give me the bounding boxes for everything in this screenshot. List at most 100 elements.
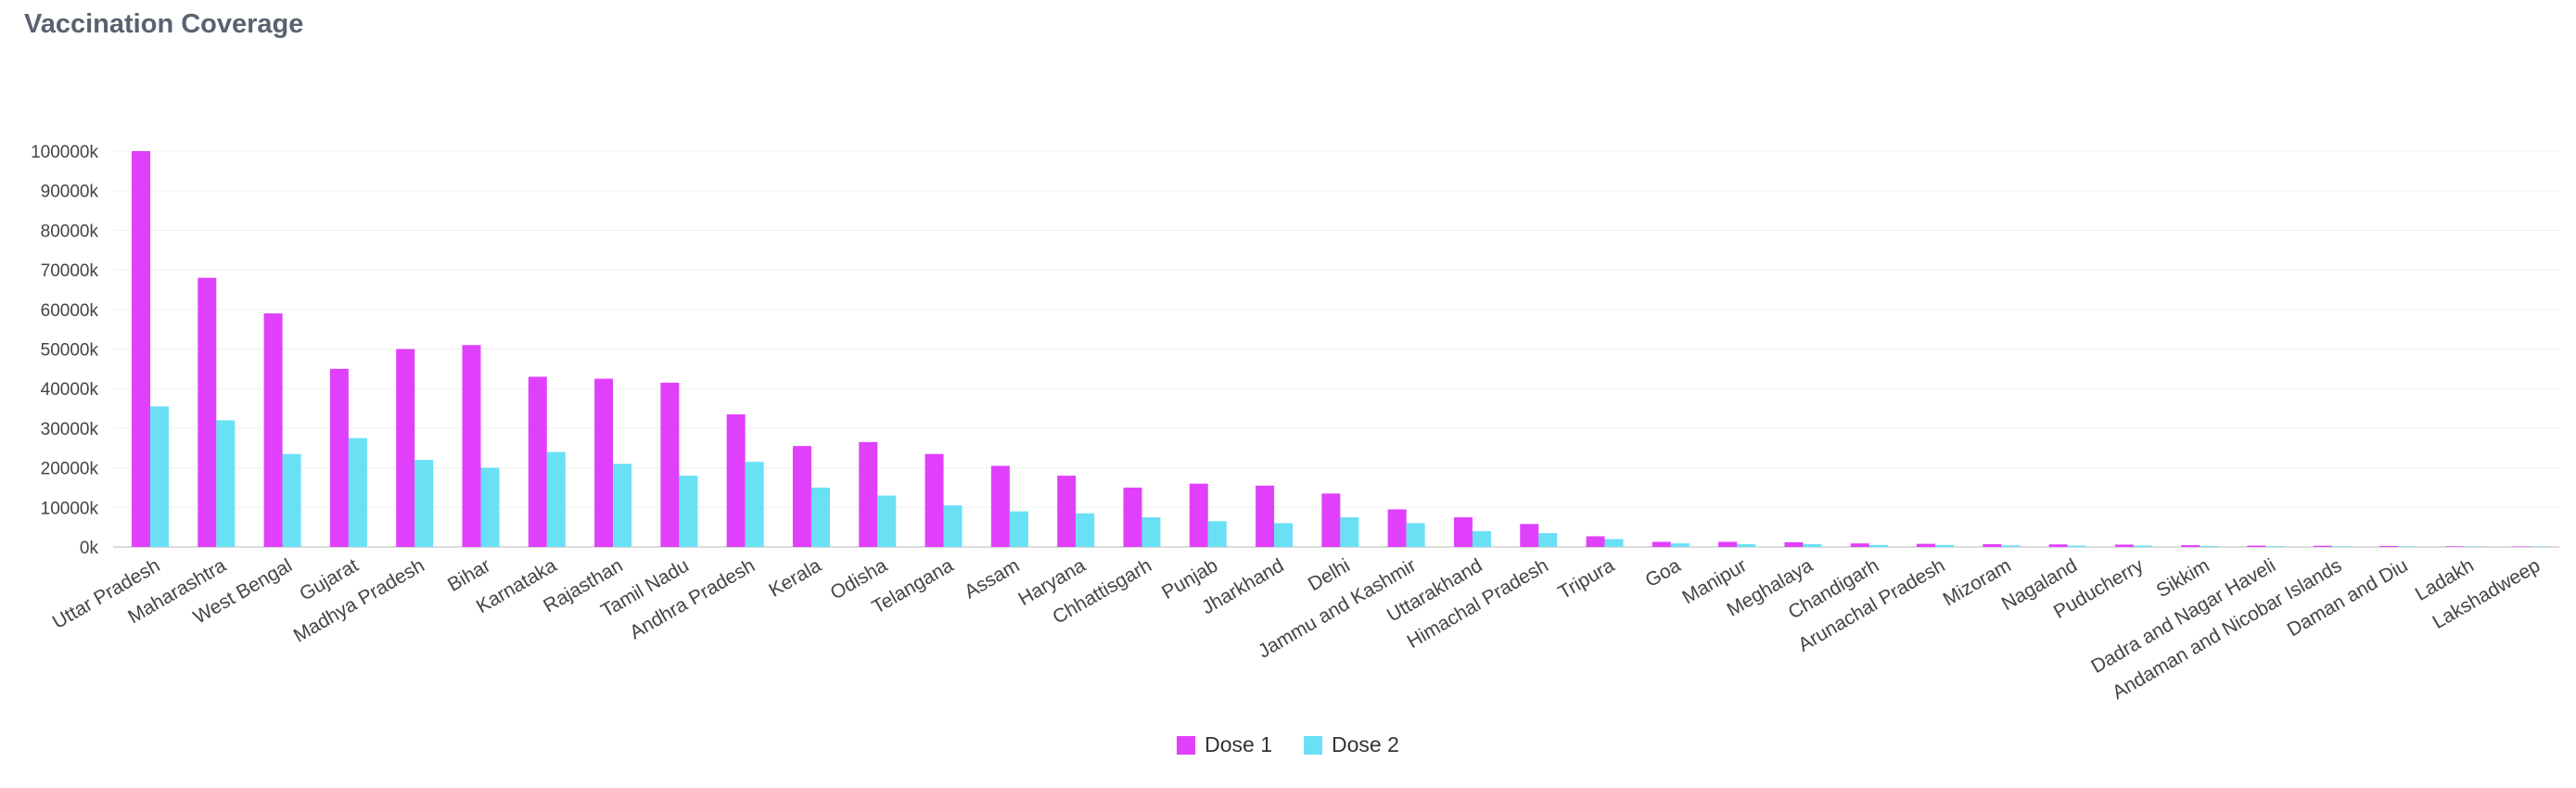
bar-dose-2[interactable] bbox=[2464, 546, 2483, 548]
bar-dose-2[interactable] bbox=[2001, 545, 2021, 547]
x-tick-label: Uttar Pradesh bbox=[49, 554, 164, 633]
bar-dose-1[interactable] bbox=[1256, 485, 1275, 547]
x-tick-label: Daman and Diu bbox=[2284, 554, 2412, 641]
bar-dose-2[interactable] bbox=[480, 467, 500, 547]
bar-dose-2[interactable] bbox=[1737, 544, 1756, 547]
bar-dose-1[interactable] bbox=[2181, 545, 2200, 547]
y-tick-label: 90000k bbox=[41, 183, 99, 202]
bar-dose-1[interactable] bbox=[1651, 541, 1671, 547]
bar-dose-2[interactable] bbox=[810, 487, 830, 547]
bar-dose-2[interactable] bbox=[2265, 546, 2285, 547]
bar-dose-2[interactable] bbox=[679, 476, 698, 547]
bar-dose-2[interactable] bbox=[877, 495, 897, 547]
bar-dose-2[interactable] bbox=[282, 453, 301, 547]
bar-dose-2[interactable] bbox=[1207, 521, 1227, 547]
y-tick-label: 30000k bbox=[41, 420, 99, 439]
bar-dose-2[interactable] bbox=[1670, 543, 1690, 547]
bar-dose-1[interactable] bbox=[2511, 546, 2531, 548]
bar-dose-2[interactable] bbox=[1406, 523, 1425, 547]
bar-dose-2[interactable] bbox=[1868, 544, 1888, 547]
bar-dose-2[interactable] bbox=[2331, 546, 2351, 547]
x-tick-label: Delhi bbox=[1305, 554, 1354, 595]
bar-dose-1[interactable] bbox=[726, 413, 746, 547]
bar-dose-2[interactable] bbox=[1803, 544, 1822, 547]
bar-dose-1[interactable] bbox=[1520, 524, 1539, 547]
bar-dose-1[interactable] bbox=[263, 313, 283, 547]
bar-dose-1[interactable] bbox=[1321, 493, 1341, 547]
bar-dose-2[interactable] bbox=[745, 462, 764, 547]
bar-dose-1[interactable] bbox=[329, 368, 349, 547]
bar-dose-1[interactable] bbox=[528, 376, 547, 547]
bar-dose-2[interactable] bbox=[546, 451, 566, 547]
bar-dose-2[interactable] bbox=[943, 505, 963, 547]
y-axis-ticks: 0k 10000k 20000k 30000k 40000k 50000k 60000k 70… bbox=[31, 143, 98, 558]
bar-dose-1[interactable] bbox=[1387, 509, 1407, 547]
bar-dose-1[interactable] bbox=[198, 277, 217, 547]
bar-dose-2[interactable] bbox=[2200, 545, 2219, 547]
bar-dose-2[interactable] bbox=[1141, 516, 1161, 547]
bar-dose-1[interactable] bbox=[2114, 544, 2134, 547]
bar-dose-1[interactable] bbox=[925, 453, 944, 547]
legend: Dose 1 Dose 2 bbox=[0, 732, 2576, 757]
y-tick-label: 20000k bbox=[41, 460, 99, 479]
bar-dose-1[interactable] bbox=[1453, 516, 1473, 547]
bar-dose-1[interactable] bbox=[1586, 536, 1605, 547]
bar-dose-1[interactable] bbox=[2313, 545, 2332, 547]
y-tick-label: 100000k bbox=[31, 143, 98, 162]
bar-dose-1[interactable] bbox=[990, 465, 1010, 547]
x-tick-label: Bihar bbox=[444, 554, 494, 595]
bar-dose-2[interactable] bbox=[1076, 513, 1095, 547]
bar-dose-2[interactable] bbox=[2067, 545, 2086, 547]
bar-dose-2[interactable] bbox=[1009, 511, 1028, 547]
bar-dose-1[interactable] bbox=[2445, 546, 2465, 547]
bar-dose-1[interactable] bbox=[2048, 544, 2068, 547]
bar-dose-2[interactable] bbox=[1340, 516, 1359, 547]
bar-dose-2[interactable] bbox=[414, 460, 434, 547]
bar-dose-1[interactable] bbox=[2379, 545, 2399, 547]
y-tick-label: 0k bbox=[80, 539, 99, 558]
bar-dose-2[interactable] bbox=[348, 438, 367, 547]
bar-dose-1[interactable] bbox=[1983, 544, 2002, 547]
bar-dose-2[interactable] bbox=[1604, 539, 1624, 547]
bar-dose-2[interactable] bbox=[1935, 544, 1955, 547]
bar-dose-2[interactable] bbox=[1472, 530, 1491, 547]
bar-dose-1[interactable] bbox=[792, 446, 811, 547]
bar-dose-1[interactable] bbox=[1718, 541, 1738, 547]
y-tick-label: 50000k bbox=[41, 341, 99, 361]
bar-chart: 0k 10000k 20000k 30000k 40000k 50000k 60000k 70… bbox=[31, 143, 2559, 704]
bar-dose-2[interactable] bbox=[1274, 523, 1294, 547]
bar-dose-1[interactable] bbox=[859, 441, 878, 547]
bar-dose-1[interactable] bbox=[660, 382, 680, 547]
legend-label-dose-1: Dose 1 bbox=[1205, 732, 1272, 756]
bar-dose-1[interactable] bbox=[1917, 543, 1936, 547]
bar-dose-2[interactable] bbox=[2133, 545, 2152, 547]
bar-dose-1[interactable] bbox=[396, 349, 415, 548]
legend-swatch-dose-1 bbox=[1177, 735, 1196, 755]
bar-dose-2[interactable] bbox=[613, 464, 632, 547]
bar-dose-1[interactable] bbox=[2247, 545, 2266, 547]
bar-dose-1[interactable] bbox=[1850, 543, 1869, 547]
bar-dose-2[interactable] bbox=[2398, 546, 2417, 547]
bar-dose-2[interactable] bbox=[2530, 546, 2549, 548]
bar-dose-2[interactable] bbox=[216, 420, 236, 547]
bar-dose-1[interactable] bbox=[462, 345, 481, 547]
x-tick-label: Kerala bbox=[765, 554, 824, 601]
bar-dose-2[interactable] bbox=[150, 406, 169, 547]
chart-title: Vaccination Coverage bbox=[24, 9, 304, 39]
x-tick-label: Tripura bbox=[1555, 554, 1619, 604]
legend-item-dose-1[interactable]: Dose 1 bbox=[1177, 732, 1272, 757]
bar-dose-1[interactable] bbox=[1123, 487, 1142, 547]
legend-item-dose-2[interactable]: Dose 2 bbox=[1304, 732, 1399, 757]
bar-dose-2[interactable] bbox=[1538, 533, 1558, 547]
x-tick-label: Assam bbox=[961, 554, 1023, 603]
bars bbox=[132, 151, 2549, 547]
y-tick-label: 10000k bbox=[41, 499, 99, 518]
y-tick-label: 40000k bbox=[41, 380, 99, 400]
y-tick-label: 80000k bbox=[41, 222, 99, 241]
bar-dose-1[interactable] bbox=[594, 378, 614, 547]
bar-dose-1[interactable] bbox=[1784, 541, 1804, 547]
bar-dose-1[interactable] bbox=[132, 151, 150, 547]
bar-dose-1[interactable] bbox=[1189, 483, 1208, 547]
bar-dose-1[interactable] bbox=[1057, 476, 1077, 547]
